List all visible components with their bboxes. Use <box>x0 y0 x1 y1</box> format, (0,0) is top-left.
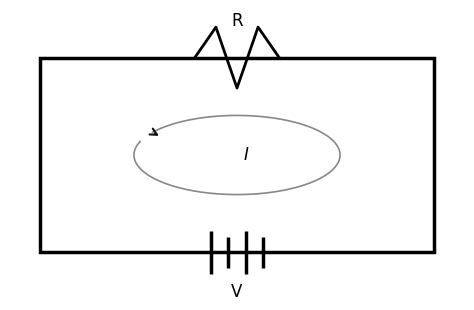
Bar <box>40 58 434 252</box>
Text: I: I <box>244 146 249 164</box>
Text: R: R <box>231 12 243 30</box>
Text: V: V <box>231 283 243 301</box>
